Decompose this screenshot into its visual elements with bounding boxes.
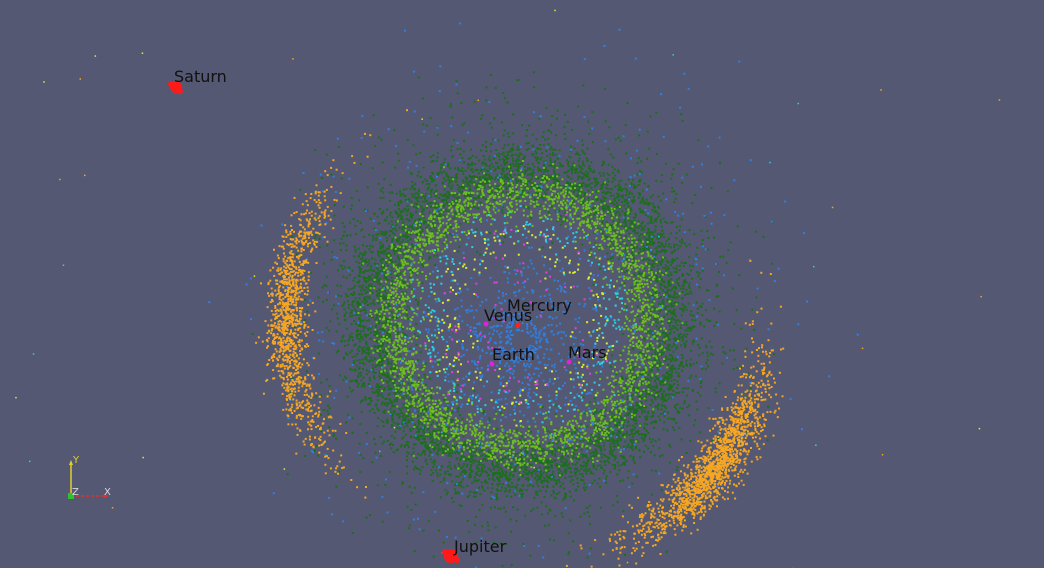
planet-marker-saturn[interactable] [168, 81, 183, 94]
x-axis-arrow [104, 494, 108, 498]
y-axis-arrow [69, 460, 73, 465]
label-earth: Earth [492, 345, 535, 364]
planet-marker-earth[interactable] [489, 361, 495, 367]
label-saturn: Saturn [174, 67, 227, 86]
axis-label-z: Z [72, 487, 79, 498]
label-mercury: Mercury [507, 296, 572, 315]
planet-marker-mercury[interactable] [515, 322, 521, 328]
planet-marker-mars[interactable] [566, 359, 572, 365]
planet-marker-jupiter[interactable] [442, 549, 460, 563]
planet-marker-venus[interactable] [483, 321, 489, 327]
particle-cloud [15, 9, 1001, 568]
planet-markers [168, 81, 572, 563]
orientation-axes-widget [68, 460, 108, 499]
axis-label-y: Y [73, 455, 80, 466]
label-mars: Mars [568, 343, 607, 362]
label-venus: Venus [484, 306, 533, 325]
label-jupiter: Jupiter [454, 537, 507, 556]
axis-label-x: X [104, 487, 111, 498]
z-axis-marker [68, 493, 74, 499]
